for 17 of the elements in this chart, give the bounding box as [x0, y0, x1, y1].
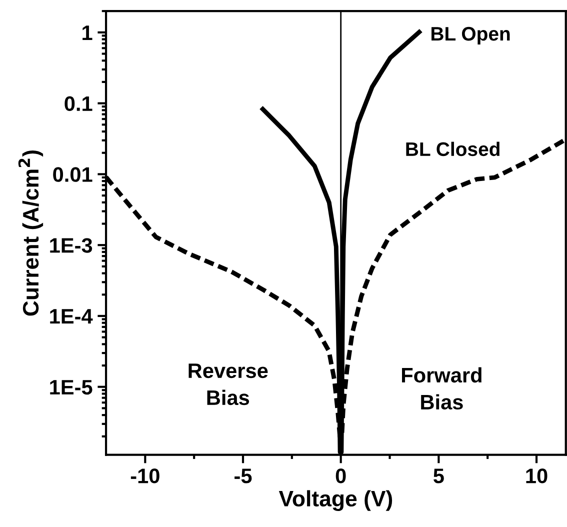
- y-tick-label: 0.1: [64, 96, 92, 112]
- y-tick-label: 1E-4: [50, 309, 93, 324]
- x-axis-title: Voltage (V): [278, 490, 392, 512]
- series-label: BL Closed: [406, 142, 500, 156]
- x-tick-label: 10: [526, 468, 548, 484]
- x-tick-label: -10: [130, 468, 160, 484]
- y-tick-label: 1: [82, 26, 92, 40]
- x-tick-label: 0: [336, 468, 346, 484]
- y-axis-title: Current (A/cm$^{2}$): [18, 150, 44, 316]
- x-tick-label: -5: [234, 468, 252, 484]
- annotation: Reverse Bias: [188, 364, 268, 406]
- y-tick-label: 0.01: [53, 167, 92, 182]
- y-tick-label: 1E-5: [50, 380, 92, 395]
- series-label: BL Open: [432, 26, 510, 45]
- x-tick-label: 5: [434, 468, 444, 484]
- y-tick-label: 1E-3: [50, 238, 92, 253]
- annotation: Forward Bias: [402, 367, 482, 410]
